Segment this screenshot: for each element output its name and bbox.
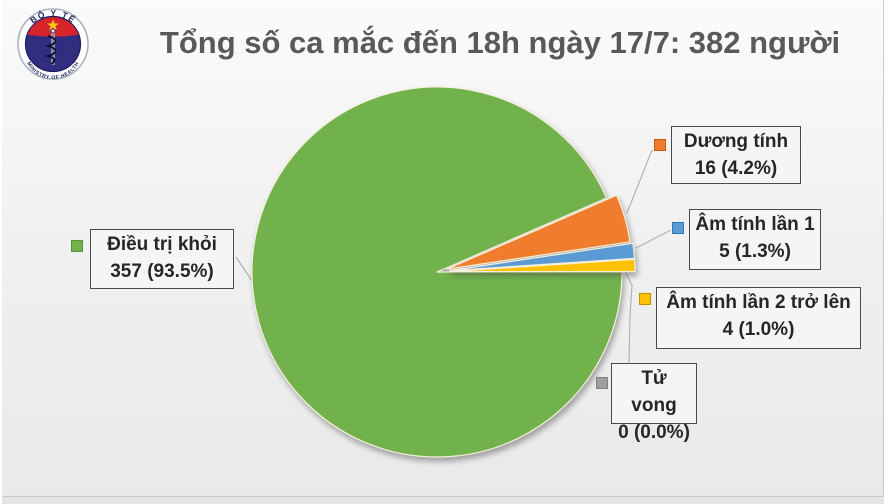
pie-slice-3 bbox=[449, 258, 636, 273]
label-text: Tử vong bbox=[631, 368, 677, 416]
logo-star-icon bbox=[47, 19, 59, 31]
legend-marker-dieu-tri-khoi bbox=[71, 240, 83, 252]
pie-slice-2 bbox=[449, 242, 636, 272]
label-box-tu-vong: Tử vong 0 (0.0%) bbox=[611, 363, 697, 443]
leader-line-duong-tinh bbox=[626, 149, 653, 214]
logo-staff-and-snake-icon bbox=[44, 28, 57, 65]
leader-line-tu-vong bbox=[628, 315, 631, 365]
pie-chart bbox=[235, 86, 672, 458]
label-value: 16 (4.2%) bbox=[694, 158, 778, 179]
label-box-dieu-tri-khoi: Điều trị khỏi 357 (93.5%) bbox=[90, 229, 234, 289]
leader-line-am-tinh-lan-1 bbox=[635, 229, 672, 249]
ministry-of-health-logo: BỘ Y TẾ MINISTRY OF HEALTH bbox=[17, 8, 89, 81]
label-value: 0 (0.0%) bbox=[618, 422, 690, 443]
legend-marker-am-tinh-lan-1 bbox=[672, 222, 684, 234]
label-box-am-tinh-lan-1: Âm tính lần 1 5 (1.3%) bbox=[689, 209, 821, 270]
slide-bottom-margin bbox=[2, 497, 884, 504]
label-text: Điều trị khỏi bbox=[107, 234, 217, 255]
label-value: 357 (93.5%) bbox=[110, 261, 214, 282]
leader-line-am-tinh-lan-2 bbox=[623, 268, 633, 317]
label-value: 5 (1.3%) bbox=[719, 241, 791, 262]
label-value: 4 (1.0%) bbox=[722, 319, 795, 340]
legend-marker-am-tinh-lan-2 bbox=[639, 293, 651, 305]
legend-marker-duong-tinh bbox=[654, 139, 666, 151]
legend-marker-tu-vong bbox=[596, 377, 608, 389]
label-text: Dương tính bbox=[683, 131, 789, 152]
pie-slice-1 bbox=[446, 194, 631, 270]
label-text: Âm tính lần 1 bbox=[695, 214, 815, 235]
label-box-am-tinh-lan-2: Âm tính lần 2 trở lên 4 (1.0%) bbox=[656, 287, 861, 349]
label-text: Âm tính lần 2 trở lên bbox=[666, 292, 851, 313]
pie-slice-0 bbox=[251, 86, 623, 458]
pie-slices-group bbox=[251, 86, 636, 458]
chart-title: Tổng số ca mắc đến 18h ngày 17/7: 382 ng… bbox=[159, 25, 841, 60]
label-box-duong-tinh: Dương tính 16 (4.2%) bbox=[671, 126, 801, 184]
